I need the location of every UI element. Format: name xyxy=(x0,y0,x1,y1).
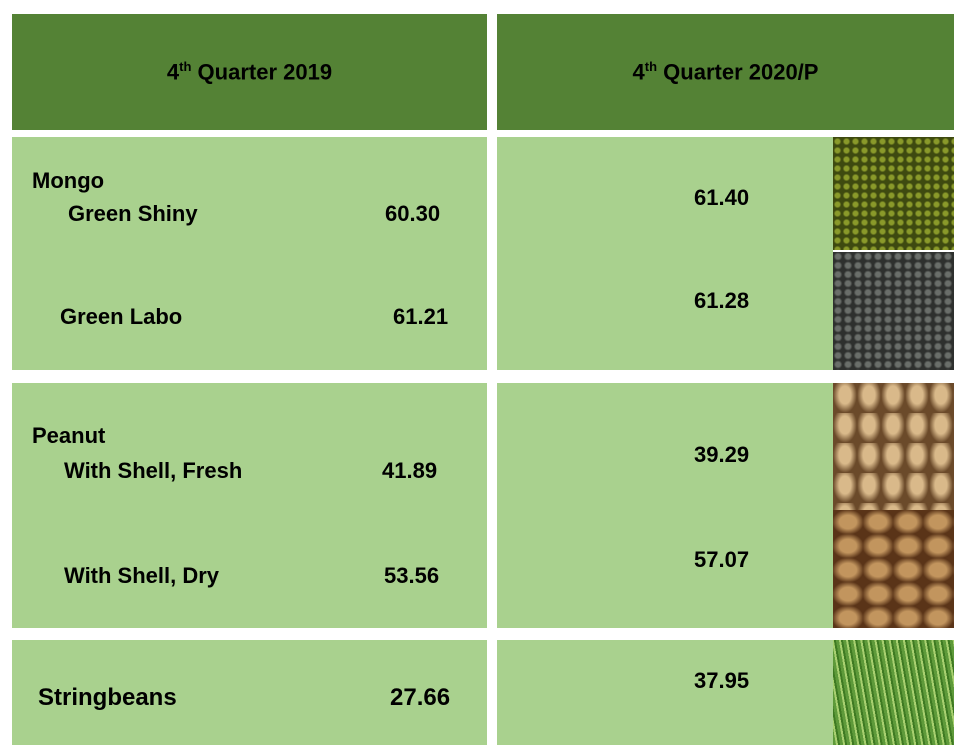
group-cell xyxy=(497,383,833,628)
value-2020: 61.40 xyxy=(694,185,750,210)
peanut-dry-image xyxy=(833,510,954,628)
value-2020: 37.95 xyxy=(694,668,750,693)
value-2019: 41.89 xyxy=(382,458,438,483)
item-label: Stringbeans xyxy=(38,684,177,711)
group-cell xyxy=(497,640,833,745)
group-name: Mongo xyxy=(32,168,105,193)
header-cell: 4th Quarter 2020/P xyxy=(497,14,954,130)
value-2020: 39.29 xyxy=(694,442,750,467)
header-text: 4th Quarter 2019 xyxy=(167,59,332,85)
item-label: Green Labo xyxy=(60,304,183,329)
header-text: 4th Quarter 2020/P xyxy=(633,59,819,85)
item-label: Green Shiny xyxy=(68,201,198,226)
value-2019: 53.56 xyxy=(384,563,440,588)
value-2019: 60.30 xyxy=(385,201,441,226)
value-2019: 61.21 xyxy=(393,304,449,329)
stringbeans-image xyxy=(833,640,954,745)
header-number: 4 xyxy=(166,59,180,85)
group-cell xyxy=(497,137,833,370)
group-cell xyxy=(12,640,487,745)
value-2019: 27.66 xyxy=(390,684,451,711)
header-suffix: th xyxy=(644,58,658,74)
item-label: With Shell, Dry xyxy=(64,563,220,588)
value-2020: 61.28 xyxy=(694,288,750,313)
group-cell xyxy=(12,137,487,370)
item-label: With Shell, Fresh xyxy=(64,458,243,483)
group-name: Peanut xyxy=(32,423,106,448)
group-cell xyxy=(12,383,487,628)
header-rest: Quarter 2020/P xyxy=(657,59,819,85)
peanut-fresh-image xyxy=(833,383,954,510)
header-rest: Quarter 2019 xyxy=(191,59,333,85)
header-suffix: th xyxy=(179,58,192,74)
header-number: 4 xyxy=(632,59,645,85)
mongo-labo-image xyxy=(833,252,954,370)
value-2020: 57.07 xyxy=(694,547,750,572)
header-cell: 4th Quarter 2019 xyxy=(12,14,487,130)
mongo-shiny-image xyxy=(833,137,954,250)
